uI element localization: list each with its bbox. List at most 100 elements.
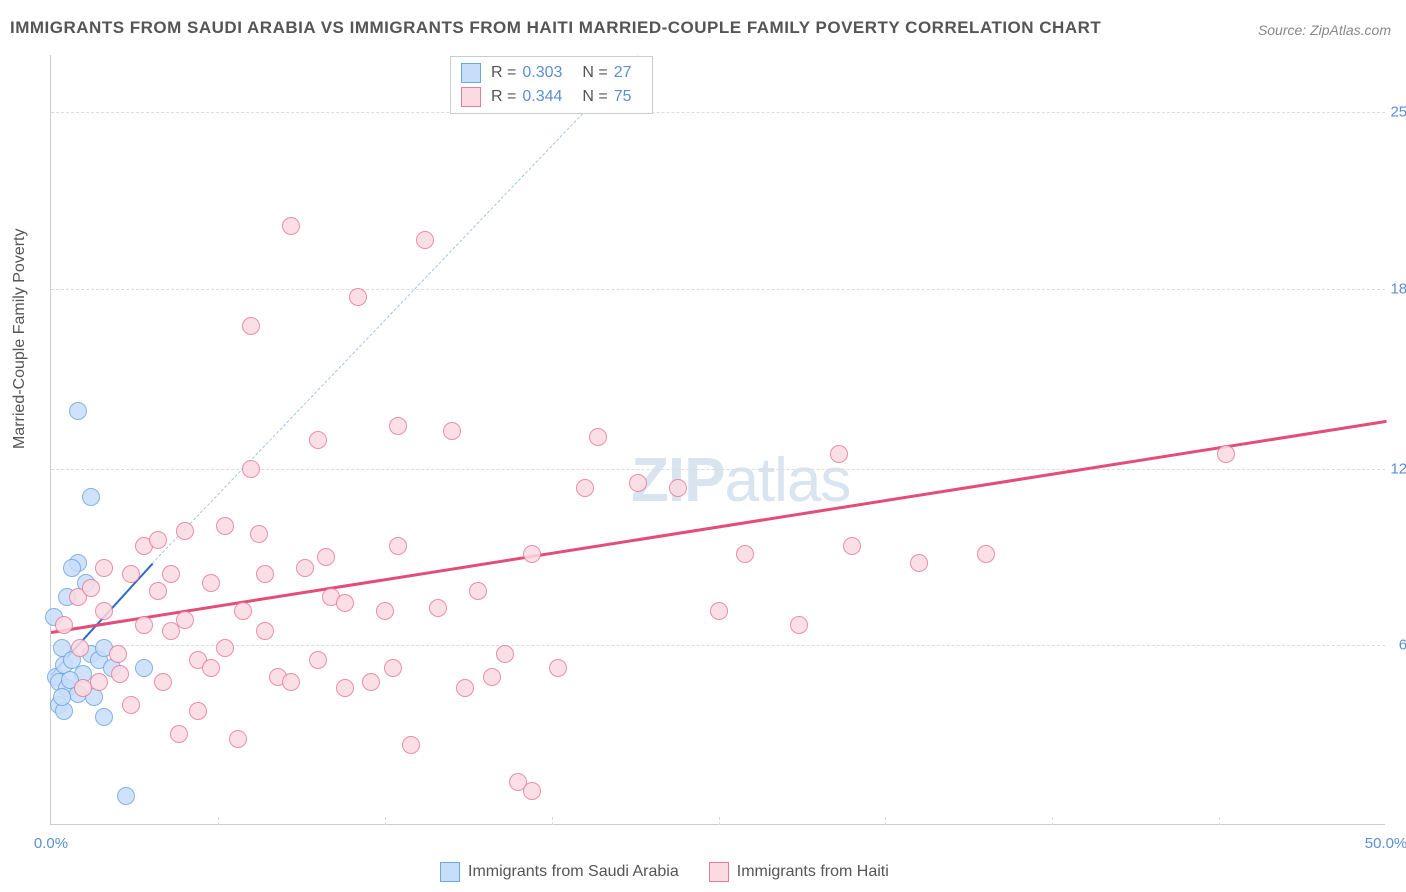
scatter-marker-haiti bbox=[429, 599, 447, 617]
scatter-marker-haiti bbox=[95, 559, 113, 577]
scatter-marker-haiti bbox=[496, 645, 514, 663]
xtick-minor bbox=[1052, 817, 1053, 825]
scatter-marker-haiti bbox=[90, 673, 108, 691]
legend-item-haiti: Immigrants from Haiti bbox=[709, 862, 889, 882]
scatter-marker-haiti bbox=[282, 673, 300, 691]
xtick-label: 0.0% bbox=[34, 835, 68, 852]
swatch-haiti-bottom bbox=[709, 862, 729, 882]
gridline-h bbox=[51, 645, 1385, 646]
scatter-marker-haiti bbox=[576, 479, 594, 497]
scatter-marker-haiti bbox=[149, 582, 167, 600]
legend-item-saudi: Immigrants from Saudi Arabia bbox=[440, 862, 679, 882]
scatter-marker-haiti bbox=[202, 659, 220, 677]
scatter-marker-haiti bbox=[910, 554, 928, 572]
scatter-marker-haiti bbox=[250, 525, 268, 543]
scatter-marker-haiti bbox=[336, 594, 354, 612]
scatter-marker-haiti bbox=[710, 602, 728, 620]
xtick-minor bbox=[885, 817, 886, 825]
ytick-label: 12.5% bbox=[1390, 460, 1406, 477]
scatter-marker-haiti bbox=[242, 317, 260, 335]
scatter-marker-saudi bbox=[135, 659, 153, 677]
scatter-marker-haiti bbox=[71, 639, 89, 657]
scatter-marker-haiti bbox=[843, 537, 861, 555]
xtick-minor bbox=[552, 817, 553, 825]
scatter-marker-haiti bbox=[349, 288, 367, 306]
scatter-marker-haiti bbox=[162, 622, 180, 640]
source-attribution: Source: ZipAtlas.com bbox=[1258, 22, 1391, 38]
scatter-marker-haiti bbox=[234, 602, 252, 620]
scatter-marker-saudi bbox=[63, 559, 81, 577]
scatter-marker-haiti bbox=[523, 782, 541, 800]
scatter-marker-haiti bbox=[111, 665, 129, 683]
scatter-marker-haiti bbox=[216, 517, 234, 535]
scatter-marker-haiti bbox=[296, 559, 314, 577]
scatter-marker-saudi bbox=[53, 688, 71, 706]
scatter-marker-saudi bbox=[117, 787, 135, 805]
scatter-marker-haiti bbox=[456, 679, 474, 697]
scatter-marker-haiti bbox=[309, 651, 327, 669]
scatter-marker-haiti bbox=[1217, 445, 1235, 463]
ytick-label: 6.3% bbox=[1399, 637, 1406, 654]
scatter-marker-haiti bbox=[336, 679, 354, 697]
legend-label-haiti: Immigrants from Haiti bbox=[737, 863, 889, 881]
chart-title: IMMIGRANTS FROM SAUDI ARABIA VS IMMIGRAN… bbox=[10, 18, 1101, 38]
gridline-h bbox=[51, 112, 1385, 113]
legend-series: Immigrants from Saudi Arabia Immigrants … bbox=[440, 862, 889, 882]
scatter-marker-haiti bbox=[176, 522, 194, 540]
scatter-marker-haiti bbox=[736, 545, 754, 563]
scatter-marker-haiti bbox=[309, 431, 327, 449]
legend-row-saudi: R = 0.303 N = 27 bbox=[461, 61, 642, 85]
dashed-extend-line bbox=[152, 55, 639, 563]
scatter-marker-haiti bbox=[55, 616, 73, 634]
scatter-marker-haiti bbox=[135, 616, 153, 634]
legend-row-haiti: R = 0.344 N = 75 bbox=[461, 85, 642, 109]
scatter-marker-haiti bbox=[282, 217, 300, 235]
scatter-marker-haiti bbox=[256, 622, 274, 640]
scatter-marker-haiti bbox=[317, 548, 335, 566]
legend-stats: R = 0.303 N = 27 R = 0.344 N = 75 bbox=[450, 56, 653, 114]
scatter-marker-haiti bbox=[170, 725, 188, 743]
scatter-marker-saudi bbox=[95, 708, 113, 726]
scatter-marker-haiti bbox=[149, 531, 167, 549]
scatter-marker-saudi bbox=[69, 402, 87, 420]
scatter-marker-haiti bbox=[830, 445, 848, 463]
scatter-marker-haiti bbox=[202, 574, 220, 592]
scatter-marker-haiti bbox=[389, 417, 407, 435]
scatter-marker-haiti bbox=[229, 730, 247, 748]
scatter-marker-haiti bbox=[256, 565, 274, 583]
scatter-marker-haiti bbox=[109, 645, 127, 663]
scatter-marker-haiti bbox=[122, 696, 140, 714]
scatter-marker-haiti bbox=[443, 422, 461, 440]
scatter-marker-haiti bbox=[523, 545, 541, 563]
scatter-marker-haiti bbox=[402, 736, 420, 754]
scatter-marker-saudi bbox=[82, 488, 100, 506]
swatch-saudi bbox=[461, 63, 481, 83]
ytick-label: 18.8% bbox=[1390, 280, 1406, 297]
gridline-h bbox=[51, 289, 1385, 290]
swatch-haiti bbox=[461, 87, 481, 107]
scatter-marker-haiti bbox=[629, 474, 647, 492]
scatter-marker-haiti bbox=[362, 673, 380, 691]
scatter-marker-haiti bbox=[389, 537, 407, 555]
watermark: ZIPatlas bbox=[631, 445, 850, 516]
scatter-marker-haiti bbox=[483, 668, 501, 686]
scatter-marker-haiti bbox=[416, 231, 434, 249]
scatter-marker-haiti bbox=[154, 673, 172, 691]
chart-container: IMMIGRANTS FROM SAUDI ARABIA VS IMMIGRAN… bbox=[0, 0, 1406, 892]
scatter-marker-haiti bbox=[549, 659, 567, 677]
scatter-marker-haiti bbox=[977, 545, 995, 563]
legend-label-saudi: Immigrants from Saudi Arabia bbox=[468, 863, 679, 881]
scatter-marker-haiti bbox=[122, 565, 140, 583]
y-axis-label: Married-Couple Family Poverty bbox=[11, 228, 29, 449]
xtick-minor bbox=[385, 817, 386, 825]
scatter-marker-haiti bbox=[469, 582, 487, 600]
xtick-label: 50.0% bbox=[1365, 835, 1406, 852]
scatter-marker-haiti bbox=[376, 602, 394, 620]
scatter-marker-haiti bbox=[384, 659, 402, 677]
scatter-marker-haiti bbox=[242, 460, 260, 478]
xtick-minor bbox=[218, 817, 219, 825]
scatter-marker-haiti bbox=[216, 639, 234, 657]
scatter-marker-haiti bbox=[790, 616, 808, 634]
scatter-marker-haiti bbox=[669, 479, 687, 497]
scatter-marker-haiti bbox=[189, 702, 207, 720]
